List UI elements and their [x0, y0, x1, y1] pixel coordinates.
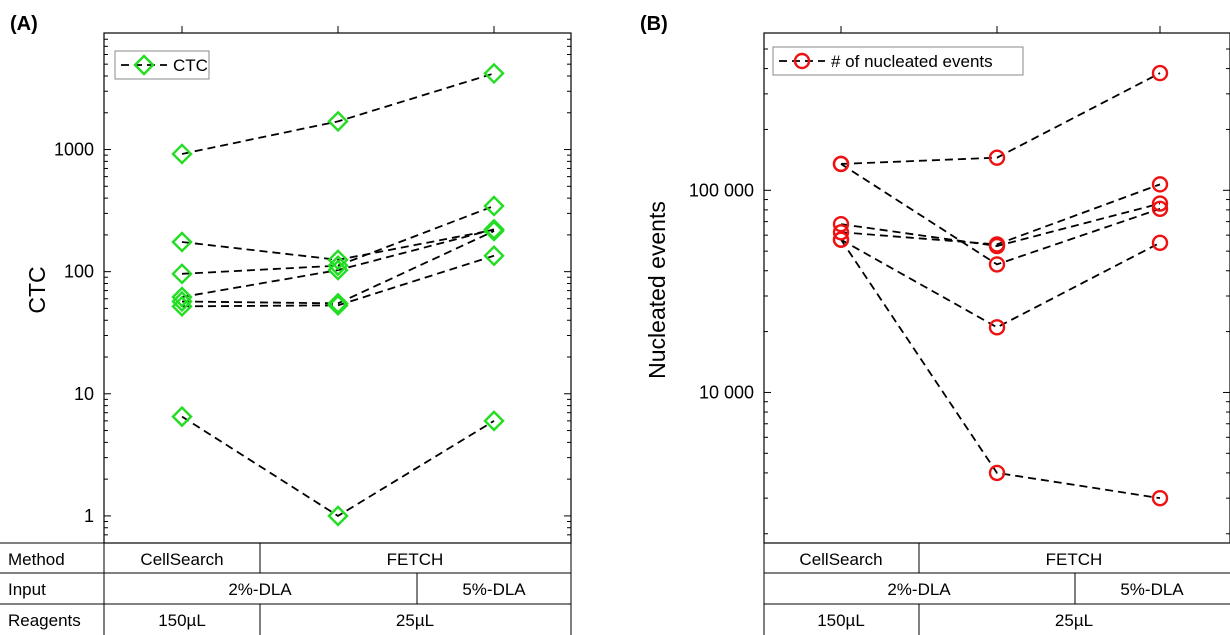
panel-a-data-point	[327, 254, 349, 277]
panel-b-data-point	[1151, 489, 1169, 507]
panel-a-data-point	[171, 263, 193, 285]
panel-label-a: (A)	[10, 13, 38, 35]
table-a-method-fetch: FETCH	[387, 550, 444, 569]
panel-a-legend-marker	[133, 54, 155, 76]
panel-a-data-point	[327, 249, 349, 271]
table-b-input-5dla: 5%-DLA	[1120, 580, 1184, 599]
panel-b-legend-label: # of nucleated events	[831, 52, 993, 71]
panel-a-series-line	[181, 72, 495, 155]
panel-a-data-point	[327, 505, 349, 527]
table-b-input-2dla: 2%-DLA	[887, 580, 951, 599]
panel-b-method-table	[763, 542, 1230, 635]
panel-b-data-point	[832, 224, 850, 241]
panel-b-y-axis-label: Nucleated events	[644, 201, 670, 379]
panel-a-series-line	[181, 230, 495, 305]
table-b-reagents-25: 25µL	[1055, 611, 1093, 630]
panel-label-b: (B)	[640, 13, 668, 35]
table-a-row-label-reagents: Reagents	[8, 611, 81, 630]
table-b-method-fetch: FETCH	[1046, 550, 1103, 569]
panel-a-data-point	[327, 259, 349, 281]
panel-a-data-point	[327, 292, 349, 315]
panel-a-data-point	[171, 286, 193, 308]
panel-b-series-line	[840, 238, 1161, 329]
panel-b-series-line	[840, 163, 1161, 266]
table-a-row-label-method: Method	[8, 550, 65, 569]
panel-b-y-tick-label: 100 000	[689, 180, 754, 200]
panel-a-y-tick-label: 1000	[54, 140, 94, 160]
panel-a-data-point	[171, 295, 193, 318]
panel-a-series-line	[181, 205, 495, 275]
table-a-row-label-input: Input	[8, 580, 46, 599]
table-a-method-cellsearch: CellSearch	[140, 550, 223, 569]
panel-b-data-point	[1151, 234, 1169, 251]
panel-a-series-line	[181, 254, 495, 308]
panel-b-data-point	[1151, 176, 1169, 193]
panel-b-data-point	[1151, 200, 1169, 218]
panel-a-plot: 1 10 100 1000 CTC	[54, 26, 572, 544]
panel-b-data-point	[988, 464, 1006, 482]
panel-b-data-point	[988, 256, 1006, 273]
panel-b-series-line	[840, 239, 1161, 500]
panel-a-series-line	[181, 228, 495, 298]
panel-b-data-point	[988, 149, 1006, 166]
table-b-reagents-150: 150µL	[817, 611, 865, 630]
panel-a-data-point	[483, 410, 505, 432]
panel-b-y-tick-label: 10 000	[699, 382, 754, 402]
panel-a-data-point	[327, 110, 349, 133]
table-a-reagents-150: 150µL	[158, 611, 206, 630]
panel-a-data-point	[171, 231, 193, 253]
panel-a-data-point	[327, 294, 349, 317]
panel-a-y-tick-label: 10	[74, 384, 94, 404]
panel-a-data-point	[171, 143, 193, 165]
panel-a-data-point	[483, 195, 505, 217]
panel-a-axes-frame	[103, 32, 572, 544]
panel-a-y-axis-label: CTC	[24, 266, 50, 313]
panel-a-method-table	[0, 542, 572, 635]
panel-b-series-line	[840, 202, 1161, 247]
panel-b-data-point	[832, 155, 850, 173]
panel-a-y-tick-label: 100	[64, 262, 94, 282]
panel-a-data-point	[483, 62, 505, 85]
panel-b-plot: 10 000 100 000 # of nucleated events	[689, 26, 1230, 544]
table-a-reagents-25: 25µL	[396, 611, 434, 630]
panel-a-data-point	[483, 245, 505, 267]
panel-b-legend-box	[772, 46, 1024, 76]
table-a-input-2dla: 2%-DLA	[228, 580, 292, 599]
panel-b-data-point	[1151, 64, 1169, 82]
panel-b-data-point	[1151, 195, 1169, 212]
panel-a-y-tick-label: 1	[84, 506, 94, 526]
panel-a-data-point	[483, 220, 505, 242]
panel-a-series-line	[181, 415, 495, 517]
panel-b-data-point	[988, 319, 1006, 336]
panel-a-data-point	[483, 218, 505, 241]
panel-b-series-line	[840, 72, 1161, 165]
panel-b-data-point	[832, 215, 850, 233]
panel-a-data-point	[171, 290, 193, 313]
panel-b-legend-marker	[793, 52, 811, 70]
panel-a-legend-label: CTC	[173, 56, 208, 75]
panel-a-data-point	[171, 405, 193, 428]
table-a-input-5dla: 5%-DLA	[462, 580, 526, 599]
panel-b-series-line	[840, 183, 1161, 246]
table-b-method-cellsearch: CellSearch	[799, 550, 882, 569]
panel-b-data-point	[988, 236, 1006, 253]
panel-b-data-point	[832, 231, 850, 248]
